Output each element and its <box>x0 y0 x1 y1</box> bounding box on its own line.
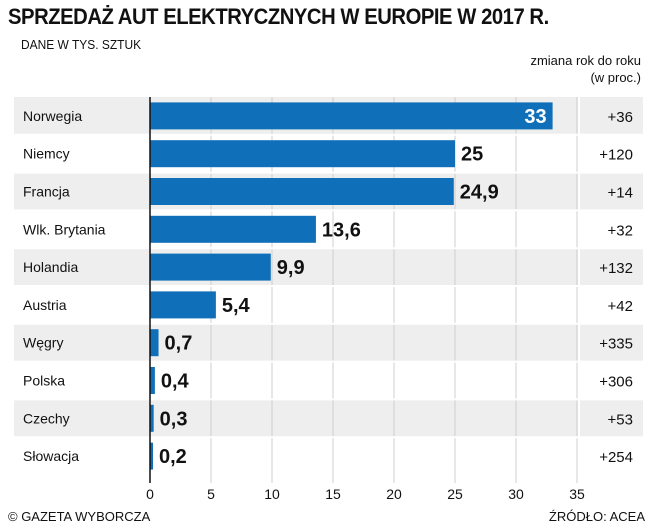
category-label: Polska <box>23 373 65 389</box>
yoy-label: +53 <box>608 411 633 428</box>
bar <box>150 102 553 130</box>
chart-title: SPRZEDAŻ AUT ELEKTRYCZNYCH W EUROPIE W 2… <box>8 4 549 29</box>
x-tick-label: 30 <box>508 486 524 502</box>
copyright-note: © GAZETA WYBORCZA <box>8 509 151 524</box>
category-label: Norwegia <box>23 108 82 124</box>
value-label: 5,4 <box>222 295 251 317</box>
chart-subtitle: DANE W TYS. SZTUK <box>21 37 142 52</box>
row-band <box>14 399 643 438</box>
yoy-header-line1: zmiana rok do roku <box>530 53 641 68</box>
value-label: 25 <box>461 144 483 166</box>
yoy-column-header: zmiana rok do roku (w proc.) <box>530 52 641 86</box>
x-axis: 0 5 10 15 20 25 30 35 <box>146 97 585 502</box>
x-tick-label: 15 <box>325 486 341 502</box>
value-label: 24,9 <box>460 182 499 204</box>
category-label: Niemcy <box>23 146 70 162</box>
yoy-label: +36 <box>608 109 633 126</box>
bar <box>150 291 216 319</box>
value-label: 0,4 <box>161 371 190 393</box>
yoy-header-line2: (w proc.) <box>590 70 641 85</box>
row-band <box>14 248 643 286</box>
value-label: 0,2 <box>159 446 187 468</box>
yoy-label: +14 <box>608 185 633 202</box>
category-label: Austria <box>23 297 67 313</box>
value-label: 9,9 <box>277 257 305 279</box>
x-tick-label: 0 <box>146 486 154 502</box>
category-label: Słowacja <box>23 448 79 464</box>
category-label: Czechy <box>23 410 70 426</box>
yoy-label: +32 <box>608 222 633 239</box>
category-labels: Norwegia Niemcy Francja Wlk. Brytania Holand… <box>23 108 106 464</box>
row-band <box>14 323 643 362</box>
bar <box>150 329 159 357</box>
yoy-labels: +36 +120 +14 +32 +132 +42 +335 +306 +53 +254 <box>599 109 633 466</box>
category-label: Węgry <box>23 335 63 351</box>
gridlines <box>14 97 643 483</box>
x-tick-label: 5 <box>207 486 215 502</box>
bar <box>150 140 455 168</box>
x-tick-label: 10 <box>264 486 280 502</box>
bars <box>150 102 553 470</box>
category-label: Holandia <box>23 259 78 275</box>
bar <box>150 215 316 243</box>
category-label: Francja <box>23 184 70 200</box>
value-label: 33 <box>524 106 546 128</box>
x-tick-label: 35 <box>569 486 585 502</box>
bar <box>150 253 271 281</box>
value-label: 13,6 <box>322 219 361 241</box>
bar <box>150 404 154 432</box>
yoy-label: +132 <box>599 260 633 277</box>
x-tick-label: 25 <box>447 486 463 502</box>
yoy-label: +254 <box>599 449 633 466</box>
value-label: 0,3 <box>160 408 188 430</box>
yoy-label: +306 <box>599 374 633 391</box>
bar-chart: Norwegia Niemcy Francja Wlk. Brytania Holand… <box>14 97 643 502</box>
bar <box>150 442 153 470</box>
bar <box>150 178 454 205</box>
source-note: ŹRÓDŁO: ACEA <box>548 509 645 524</box>
category-label: Wlk. Brytania <box>23 221 106 237</box>
yoy-label: +42 <box>608 298 633 315</box>
bar <box>150 367 155 394</box>
yoy-label: +120 <box>599 147 633 164</box>
x-tick-label: 20 <box>386 486 402 502</box>
yoy-label: +335 <box>599 336 633 353</box>
value-labels: 33 25 24,9 13,6 9,9 5,4 0,7 0,4 0,3 0,2 <box>159 106 547 468</box>
value-label: 0,7 <box>165 333 193 355</box>
